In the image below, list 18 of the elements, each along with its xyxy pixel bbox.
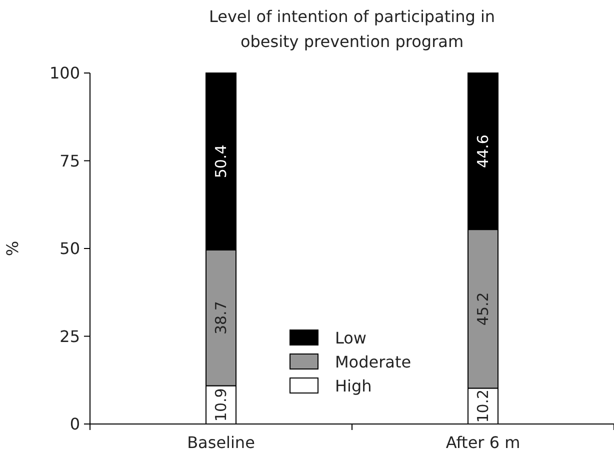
legend-label: Low	[335, 328, 367, 348]
y-tick-label: 75	[60, 151, 80, 170]
y-tick-label: 0	[70, 414, 80, 434]
data-label: 44.6	[474, 134, 492, 168]
legend-label: Moderate	[335, 352, 412, 372]
data-label: 50.4	[212, 144, 230, 178]
data-label: 10.2	[474, 389, 492, 423]
y-tick-label: 50	[60, 239, 80, 258]
y-axis-title: %	[3, 240, 22, 256]
data-label: 38.7	[212, 301, 230, 335]
x-tick-label: After 6 m	[446, 433, 520, 452]
legend-label: High	[335, 376, 372, 396]
y-tick-label: 100	[49, 64, 80, 82]
y-tick-label: 25	[60, 326, 80, 346]
data-label: 45.2	[474, 292, 492, 326]
data-label: 10.9	[212, 388, 230, 422]
x-tick-label: Baseline	[187, 433, 255, 452]
chart-title: Level of intention of participating in obesity prevention program	[208, 7, 496, 51]
